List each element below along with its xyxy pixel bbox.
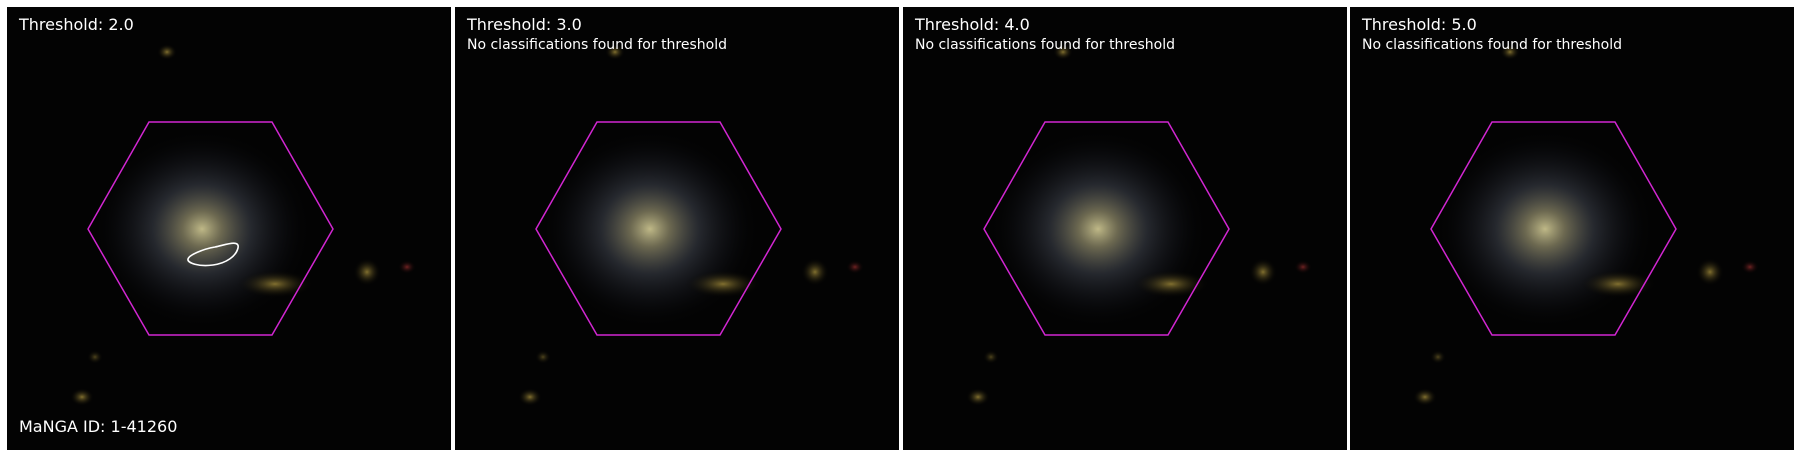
panel-title: Threshold: 5.0 [1362,15,1477,34]
galaxy-panel-threshold-5: Threshold: 5.0 No classifications found … [1350,7,1794,450]
classification-contour [187,242,239,267]
galaxy-panel-threshold-3: Threshold: 3.0 No classifications found … [455,7,899,450]
galaxy-image [1350,7,1794,450]
galaxy-body [1435,129,1655,329]
ifu-hexagon [535,121,782,336]
galaxy-body [988,129,1208,329]
ifu-hexagon [87,121,334,336]
galaxy-image [903,7,1347,450]
panel-title: Threshold: 2.0 [19,15,134,34]
galaxy-panel-threshold-4: Threshold: 4.0 No classifications found … [903,7,1347,450]
galaxy-body [92,129,312,329]
ifu-hexagon [1430,121,1677,336]
panel-note: No classifications found for threshold [915,37,1175,53]
ifu-hexagon [983,121,1230,336]
galaxy-panel-threshold-2: Threshold: 2.0 MaNGA ID: 1-41260 [7,7,451,450]
panel-note: No classifications found for threshold [467,37,727,53]
galaxy-body [540,129,760,329]
panel-title: Threshold: 3.0 [467,15,582,34]
panel-title: Threshold: 4.0 [915,15,1030,34]
manga-id-label: MaNGA ID: 1-41260 [19,417,178,436]
panel-note: No classifications found for threshold [1362,37,1622,53]
galaxy-image [7,7,451,450]
galaxy-image [455,7,899,450]
